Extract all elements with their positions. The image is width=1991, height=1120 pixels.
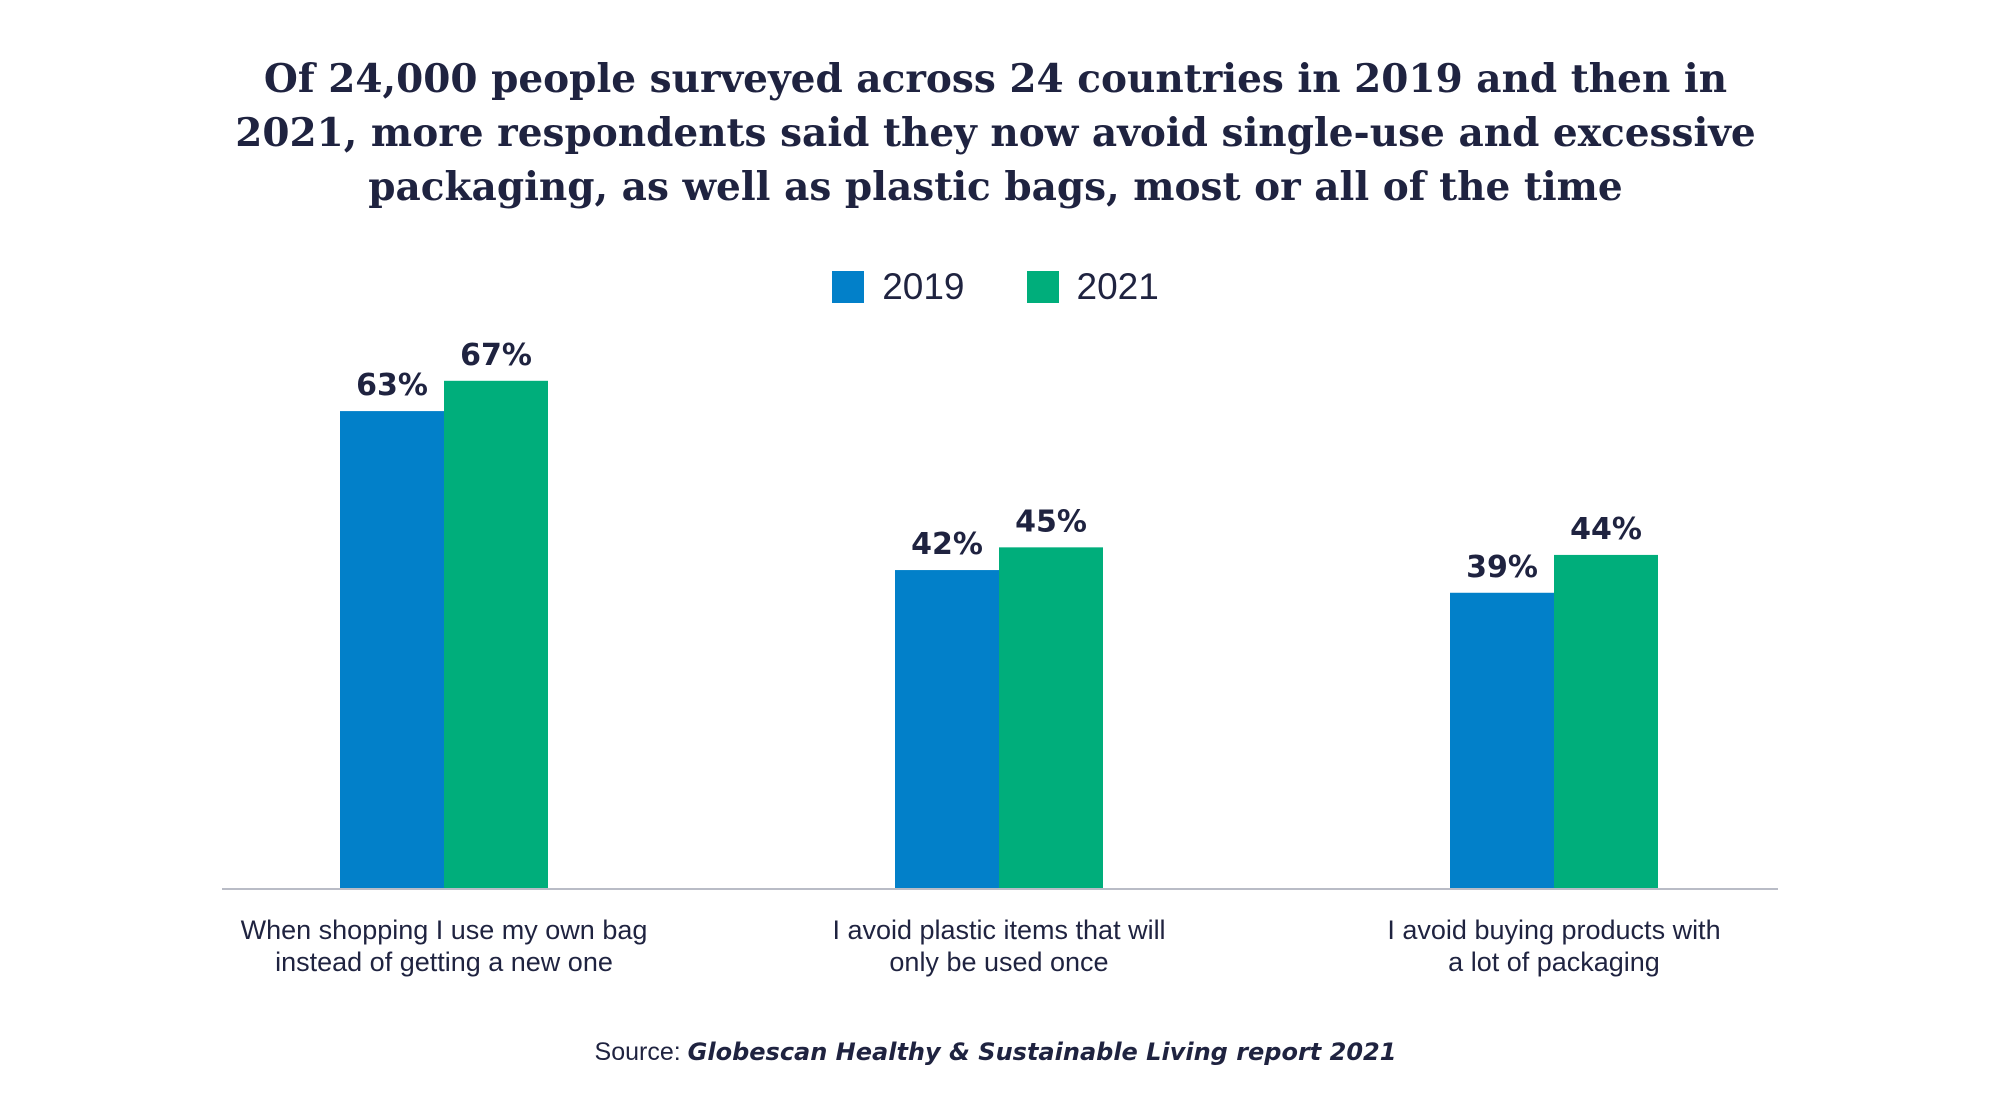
bar-2021-cat-3 bbox=[1554, 554, 1658, 888]
chart-title: Of 24,000 people surveyed across 24 coun… bbox=[120, 52, 1871, 214]
chart-legend: 2019 2021 bbox=[0, 266, 1991, 308]
legend-swatch-2019 bbox=[832, 271, 865, 303]
bar-2019-cat-1 bbox=[340, 411, 444, 888]
legend-label-2019: 2019 bbox=[882, 266, 965, 307]
category-label: a lot of packaging bbox=[1448, 947, 1660, 977]
chart-title-line: packaging, as well as plastic bags, most… bbox=[368, 164, 1623, 210]
category-label: instead of getting a new one bbox=[275, 947, 613, 977]
source-reference: Globescan Healthy & Sustainable Living r… bbox=[687, 1038, 1397, 1066]
bar-value-label: 44% bbox=[1570, 512, 1642, 547]
bar-2021-cat-1 bbox=[444, 380, 548, 888]
bar-chart: 63% 67% When shopping I use my own baginst… bbox=[222, 338, 1778, 977]
bar-2019-cat-3 bbox=[1450, 592, 1554, 888]
category-label: I avoid plastic items that will bbox=[832, 915, 1165, 945]
chart-title-line: 2021, more respondents said they now avo… bbox=[235, 110, 1756, 156]
source-prefix: Source: bbox=[594, 1038, 688, 1066]
legend-swatch-2021 bbox=[1026, 271, 1059, 303]
legend-item-2019: 2019 bbox=[832, 266, 965, 308]
bar-2019-cat-2 bbox=[895, 570, 999, 888]
legend-label-2021: 2021 bbox=[1076, 266, 1159, 307]
chart-title-line: Of 24,000 people surveyed across 24 coun… bbox=[263, 56, 1728, 102]
bar-2021-cat-2 bbox=[999, 547, 1103, 888]
bar-value-label: 67% bbox=[460, 338, 532, 373]
category-label: When shopping I use my own bag bbox=[241, 915, 648, 945]
legend-item-2021: 2021 bbox=[1026, 266, 1159, 308]
bar-value-label: 45% bbox=[1015, 504, 1087, 539]
bar-value-label: 39% bbox=[1466, 550, 1538, 585]
category-label: only be used once bbox=[889, 947, 1108, 977]
bar-value-label: 42% bbox=[911, 527, 983, 562]
source-note: Source: Globescan Healthy & Sustainable … bbox=[0, 1038, 1991, 1067]
bar-value-label: 63% bbox=[356, 368, 428, 403]
category-label: I avoid buying products with bbox=[1387, 915, 1720, 945]
